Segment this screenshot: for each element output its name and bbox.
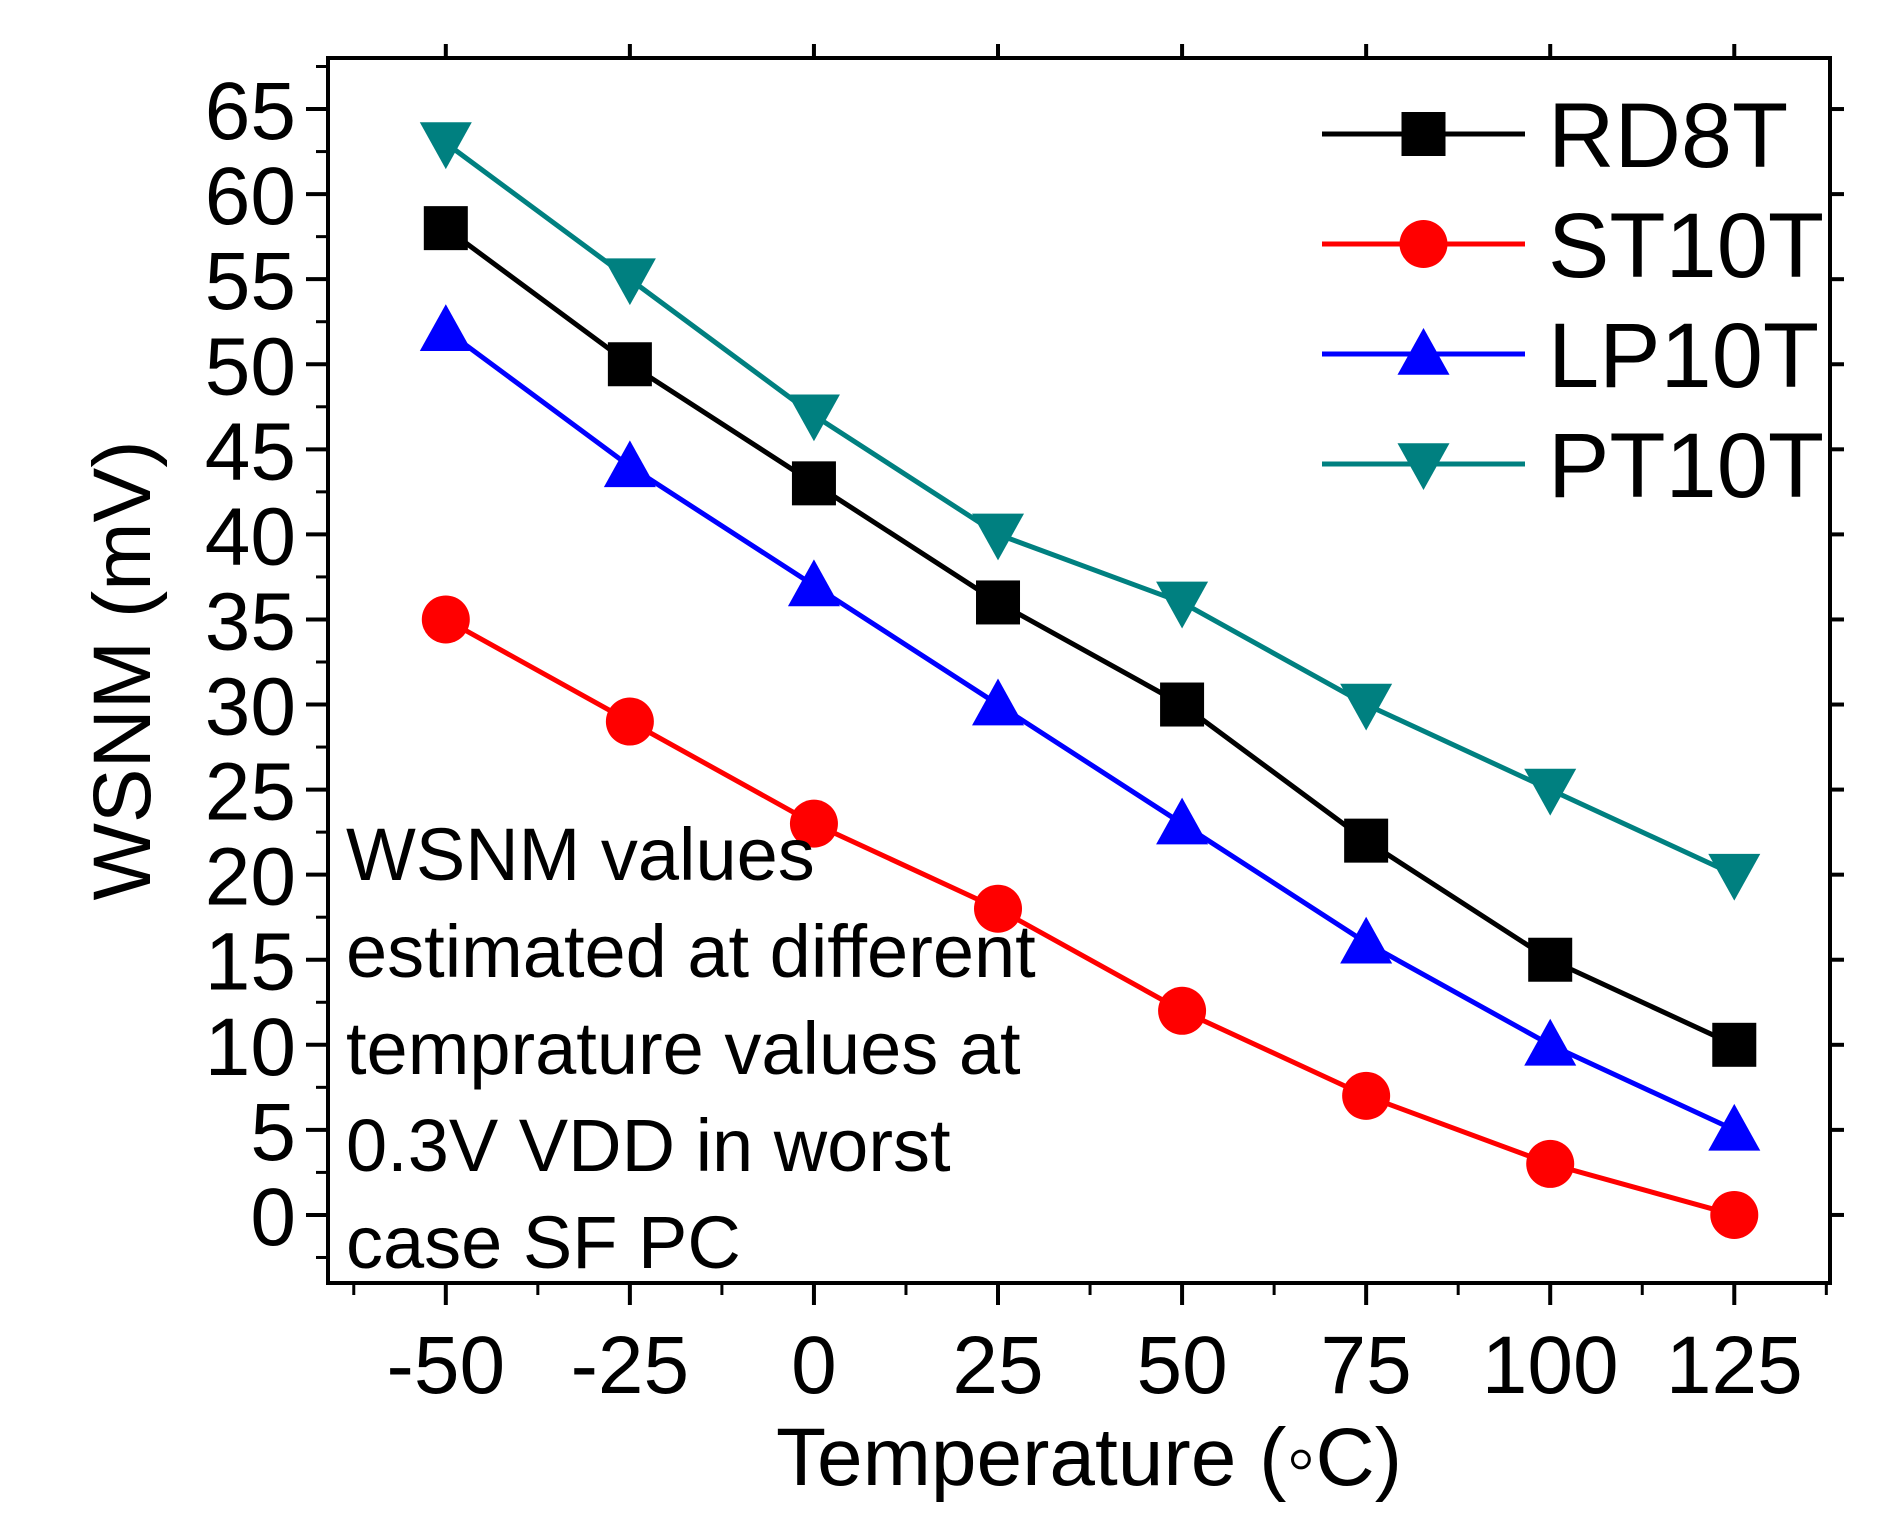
legend-label: ST10T	[1548, 195, 1824, 297]
annotation-line: case SF PC	[346, 1201, 741, 1284]
series-PT10T	[419, 122, 1761, 901]
y-tick-label: 10	[205, 1002, 296, 1093]
y-tick-label: 20	[205, 832, 296, 923]
data-point	[603, 258, 656, 306]
data-point	[1526, 1139, 1575, 1188]
legend-marker	[1399, 220, 1448, 268]
data-point	[1156, 797, 1209, 845]
x-tick-label: 125	[1666, 1320, 1803, 1411]
data-point	[607, 342, 652, 387]
series-line	[444, 617, 1735, 1218]
legend-marker	[1397, 328, 1450, 375]
data-point	[976, 580, 1021, 625]
data-point	[1708, 853, 1761, 901]
x-tick-label: -50	[387, 1320, 506, 1411]
y-tick-label: 25	[205, 747, 296, 838]
y-tick-label: 65	[205, 66, 296, 157]
data-point	[1342, 1071, 1391, 1120]
data-point	[419, 304, 472, 352]
data-point	[1708, 1103, 1761, 1151]
x-tick-label: 50	[1136, 1320, 1227, 1411]
data-point	[974, 884, 1023, 933]
y-tick-label: 50	[205, 321, 296, 412]
legend-item: RD8T	[1322, 85, 1788, 187]
data-point	[1340, 916, 1393, 964]
legend-marker	[1401, 112, 1446, 156]
series-layer	[419, 122, 1761, 1239]
data-point	[605, 697, 654, 746]
annotation-line: temprature values at	[346, 1007, 1021, 1090]
data-point	[1156, 581, 1209, 629]
series-ST10T	[421, 595, 1759, 1239]
x-tick-label: 25	[952, 1320, 1043, 1411]
data-point	[1524, 1018, 1577, 1066]
data-point	[421, 595, 470, 644]
y-tick-label: 40	[205, 491, 296, 582]
series-line	[444, 141, 1736, 877]
data-point	[1524, 768, 1577, 816]
y-tick-label: 5	[250, 1087, 296, 1178]
x-tick-label: -25	[571, 1320, 690, 1411]
data-point	[972, 678, 1025, 726]
data-point	[603, 440, 656, 488]
x-tick-label: 0	[791, 1320, 837, 1411]
x-axis-title: Temperature (◦C)	[776, 1412, 1402, 1503]
legend-label: RD8T	[1548, 85, 1788, 187]
data-point	[789, 799, 838, 848]
y-tick-label: 0	[250, 1172, 296, 1263]
data-point	[1160, 682, 1205, 727]
data-point	[419, 122, 472, 170]
annotation-line: 0.3V VDD in worst	[346, 1104, 951, 1187]
legend-marker	[1397, 443, 1450, 490]
data-point	[1344, 818, 1389, 863]
data-point	[787, 394, 840, 442]
legend-item: PT10T	[1322, 415, 1824, 517]
series-LP10T	[419, 304, 1761, 1151]
series-line	[444, 328, 1736, 1133]
legend-item: ST10T	[1322, 195, 1824, 297]
y-tick-label: 35	[205, 576, 296, 667]
series-RD8T	[423, 206, 1757, 1067]
y-tick-label: 30	[205, 662, 296, 753]
y-tick-label: 15	[205, 917, 296, 1008]
x-tick-label: 100	[1482, 1320, 1619, 1411]
x-tick-label: 75	[1321, 1320, 1412, 1411]
y-tick-label: 60	[205, 151, 296, 242]
data-point	[1712, 1022, 1757, 1067]
data-point	[1710, 1190, 1759, 1239]
annotation: WSNM values estimated at different temprat…	[346, 813, 1036, 1284]
legend-item: LP10T	[1322, 305, 1819, 407]
data-point	[787, 559, 840, 607]
data-point	[1158, 986, 1207, 1035]
axes-frame	[326, 56, 1832, 1285]
axis-ticks	[306, 44, 1844, 1305]
data-point	[1340, 683, 1393, 731]
annotation-line: estimated at different	[346, 910, 1036, 993]
data-point	[791, 461, 836, 506]
annotation-line: WSNM values	[346, 813, 815, 896]
y-tick-label: 55	[205, 236, 296, 327]
data-point	[423, 206, 468, 251]
legend-label: LP10T	[1548, 305, 1819, 407]
y-axis-title: WSNM (mV)	[77, 440, 168, 900]
plot-frame	[326, 56, 1832, 1285]
data-point	[1528, 937, 1573, 982]
data-point	[972, 513, 1025, 561]
y-tick-label: 45	[205, 406, 296, 497]
legend-label: PT10T	[1548, 415, 1824, 517]
series-line	[444, 226, 1736, 1048]
